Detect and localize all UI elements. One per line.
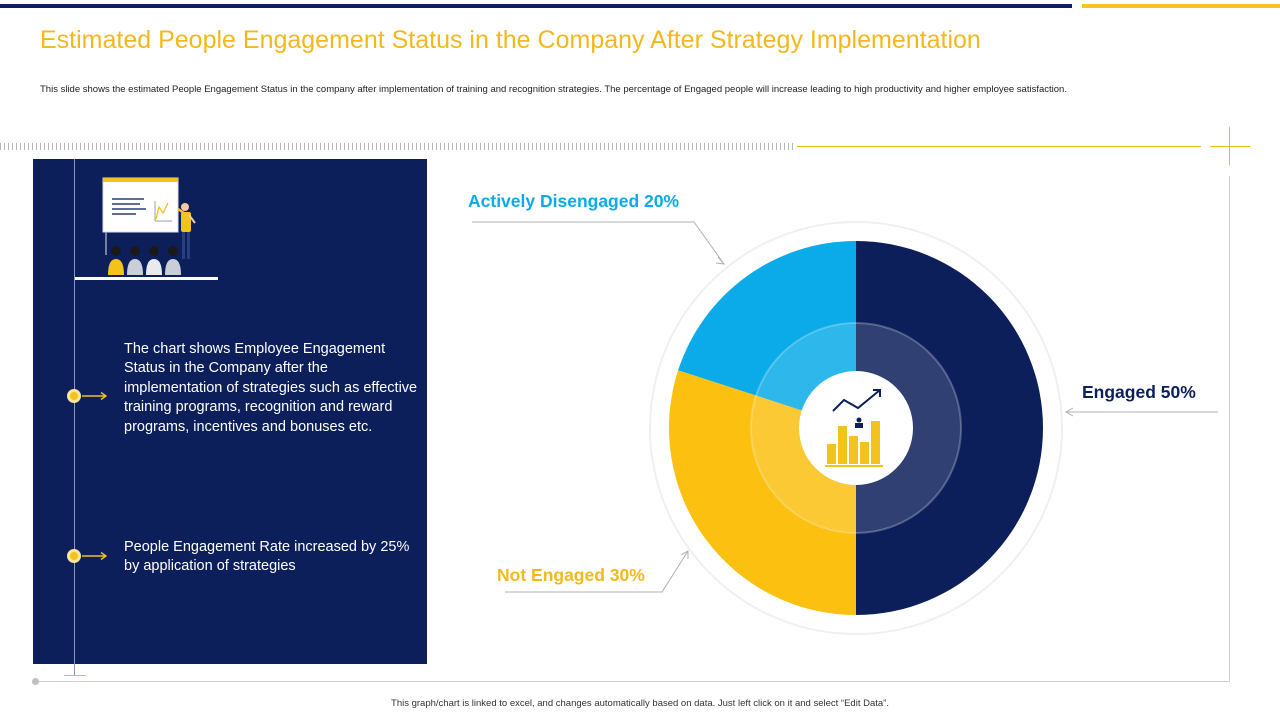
illustration-shelf <box>75 277 218 280</box>
pie-slice-engaged <box>856 241 1043 615</box>
label-engaged: Engaged 50% <box>1082 382 1196 402</box>
bullet-marker-1 <box>67 389 81 403</box>
pie-slice-actively-disengaged <box>678 241 856 428</box>
crosshair-vertical <box>1229 127 1230 165</box>
panel-point-2: People Engagement Rate increased by 25% … <box>124 539 410 575</box>
timeline-end-tick <box>64 675 86 676</box>
bullet-arrow-icon-2 <box>82 551 108 561</box>
crosshair-horizontal <box>1210 146 1250 147</box>
bullet-arrow-icon-1 <box>82 391 108 401</box>
timeline-line <box>74 159 75 676</box>
page-title: Estimated People Engagement Status in th… <box>40 26 981 54</box>
label-not-engaged: Not Engaged 30% <box>497 565 645 585</box>
top-accent-bar-gold <box>1082 4 1280 8</box>
frame-right-line <box>1229 176 1230 682</box>
info-panel <box>33 159 427 664</box>
dashed-divider <box>0 143 795 150</box>
presentation-illustration-icon <box>102 177 196 275</box>
growth-chart-icon <box>825 389 883 467</box>
page-subtitle: This slide shows the estimated People En… <box>40 84 1067 95</box>
frame-end-dot <box>32 678 39 685</box>
gold-divider <box>797 146 1201 147</box>
top-accent-bar-navy <box>0 4 1072 8</box>
label-actively-disengaged: Actively Disengaged 20% <box>468 191 680 211</box>
bullet-marker-2 <box>67 549 81 563</box>
footnote: This graph/chart is linked to excel, and… <box>391 698 889 709</box>
engagement-pie-chart <box>649 221 1063 635</box>
panel-point-1: The chart shows Employee Engagement Stat… <box>124 341 418 435</box>
frame-bottom-line <box>36 681 1229 682</box>
